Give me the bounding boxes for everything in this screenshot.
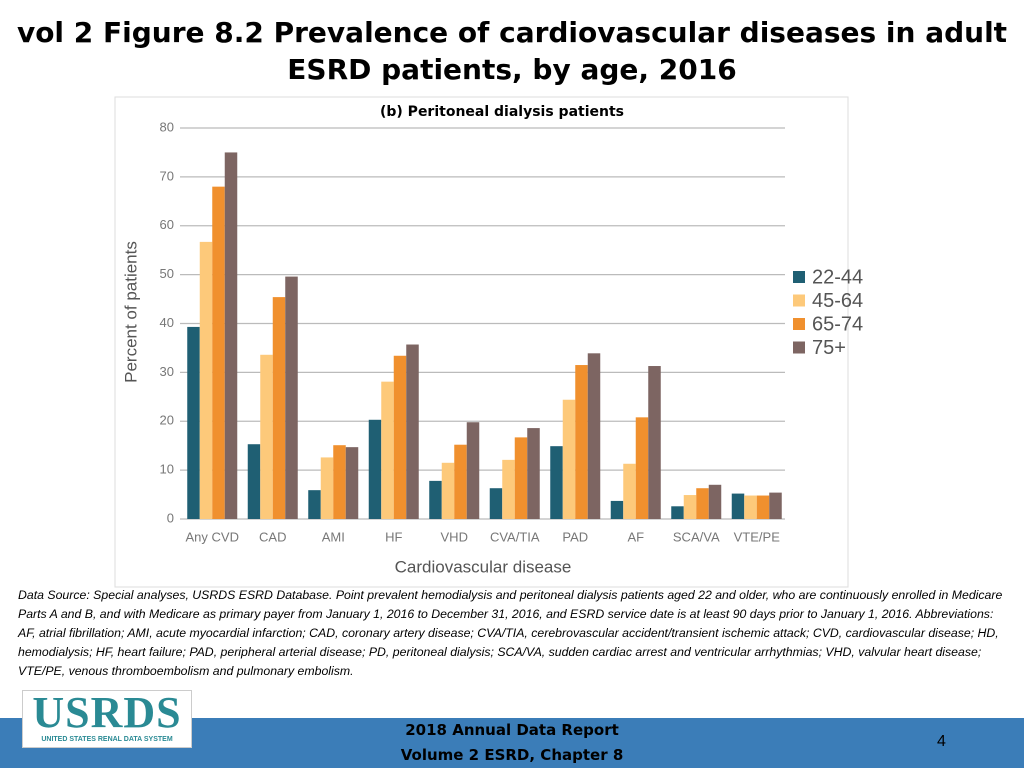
bar	[623, 463, 636, 519]
y-tick-label: 60	[160, 217, 174, 232]
bar	[562, 399, 576, 519]
bar	[429, 480, 442, 519]
y-tick-label: 40	[160, 315, 174, 330]
bar	[345, 447, 359, 519]
legend-label: 22-44	[812, 266, 863, 288]
bar	[744, 495, 757, 519]
bar	[333, 445, 346, 519]
bar	[247, 444, 261, 519]
bar	[489, 488, 503, 519]
x-tick-label: AMI	[322, 529, 345, 544]
x-tick-label: CAD	[259, 529, 286, 544]
y-axis-title: Percent of patients	[121, 241, 140, 383]
bar	[575, 365, 588, 519]
bar	[393, 355, 407, 519]
legend-swatch	[793, 341, 805, 354]
bar	[683, 495, 697, 519]
bar	[550, 446, 563, 519]
page-number: 4	[937, 733, 946, 750]
bar	[466, 422, 480, 519]
bar	[368, 419, 382, 519]
x-tick-label: HF	[385, 529, 402, 544]
x-tick-label: PAD	[562, 529, 588, 544]
chart-subtitle: (b) Peritoneal dialysis patients	[380, 104, 624, 120]
y-tick-label: 10	[160, 462, 174, 477]
logo-tagline: UNITED STATES RENAL DATA SYSTEM	[41, 736, 173, 743]
bar	[731, 493, 745, 519]
slide-title: vol 2 Figure 8.2 Prevalence of cardiovas…	[16, 16, 1008, 86]
legend-swatch	[793, 294, 805, 307]
bar	[187, 326, 200, 519]
legend-swatch	[793, 271, 805, 283]
x-tick-label: VHD	[441, 529, 468, 544]
logo: USRDS UNITED STATES RENAL DATA SYSTEM	[22, 690, 192, 748]
x-tick-label: VTE/PE	[734, 529, 781, 544]
bar	[635, 417, 649, 519]
bar	[320, 457, 334, 519]
footer-volume: Volume 2 ESRD, Chapter 8	[400, 746, 624, 764]
bar	[696, 488, 709, 519]
y-tick-label: 0	[167, 510, 174, 525]
bar	[708, 484, 722, 519]
bar	[308, 490, 321, 519]
bar	[260, 354, 273, 519]
bar	[381, 381, 394, 519]
bar	[212, 186, 225, 519]
y-tick-label: 80	[160, 119, 174, 134]
bar	[272, 297, 286, 519]
bar	[610, 500, 624, 519]
bar	[527, 428, 540, 519]
x-axis-title: Cardiovascular disease	[395, 557, 572, 576]
bar	[441, 462, 455, 519]
y-tick-label: 20	[160, 413, 174, 428]
bar	[406, 344, 419, 519]
legend-label: 75+	[812, 337, 846, 359]
x-tick-label: SCA/VA	[673, 529, 720, 544]
x-tick-label: CVA/TIA	[490, 529, 540, 544]
logo-name: USRDS	[32, 688, 182, 737]
x-tick-label: AF	[627, 529, 644, 544]
legend-label: 45-64	[812, 290, 863, 312]
legend-swatch	[793, 318, 805, 330]
y-tick-label: 30	[160, 364, 174, 379]
bar	[502, 459, 515, 519]
bar	[514, 437, 528, 519]
chart: (b) Peritoneal dialysis patients Cardiov…	[114, 96, 863, 588]
bar	[671, 506, 684, 519]
x-tick-label: Any CVD	[186, 529, 239, 544]
bar	[454, 444, 467, 519]
legend-label: 65-74	[812, 313, 863, 335]
y-tick-label: 70	[160, 168, 174, 183]
bar	[769, 492, 782, 519]
footnote: Data Source: Special analyses, USRDS ESR…	[18, 588, 1003, 678]
bar	[199, 241, 213, 519]
bar	[224, 152, 238, 519]
y-tick-label: 50	[160, 266, 174, 281]
footer-report: 2018 Annual Data Report	[405, 721, 619, 739]
bar	[285, 276, 298, 519]
bar	[648, 366, 661, 519]
bar	[587, 353, 601, 519]
bar	[756, 495, 770, 519]
